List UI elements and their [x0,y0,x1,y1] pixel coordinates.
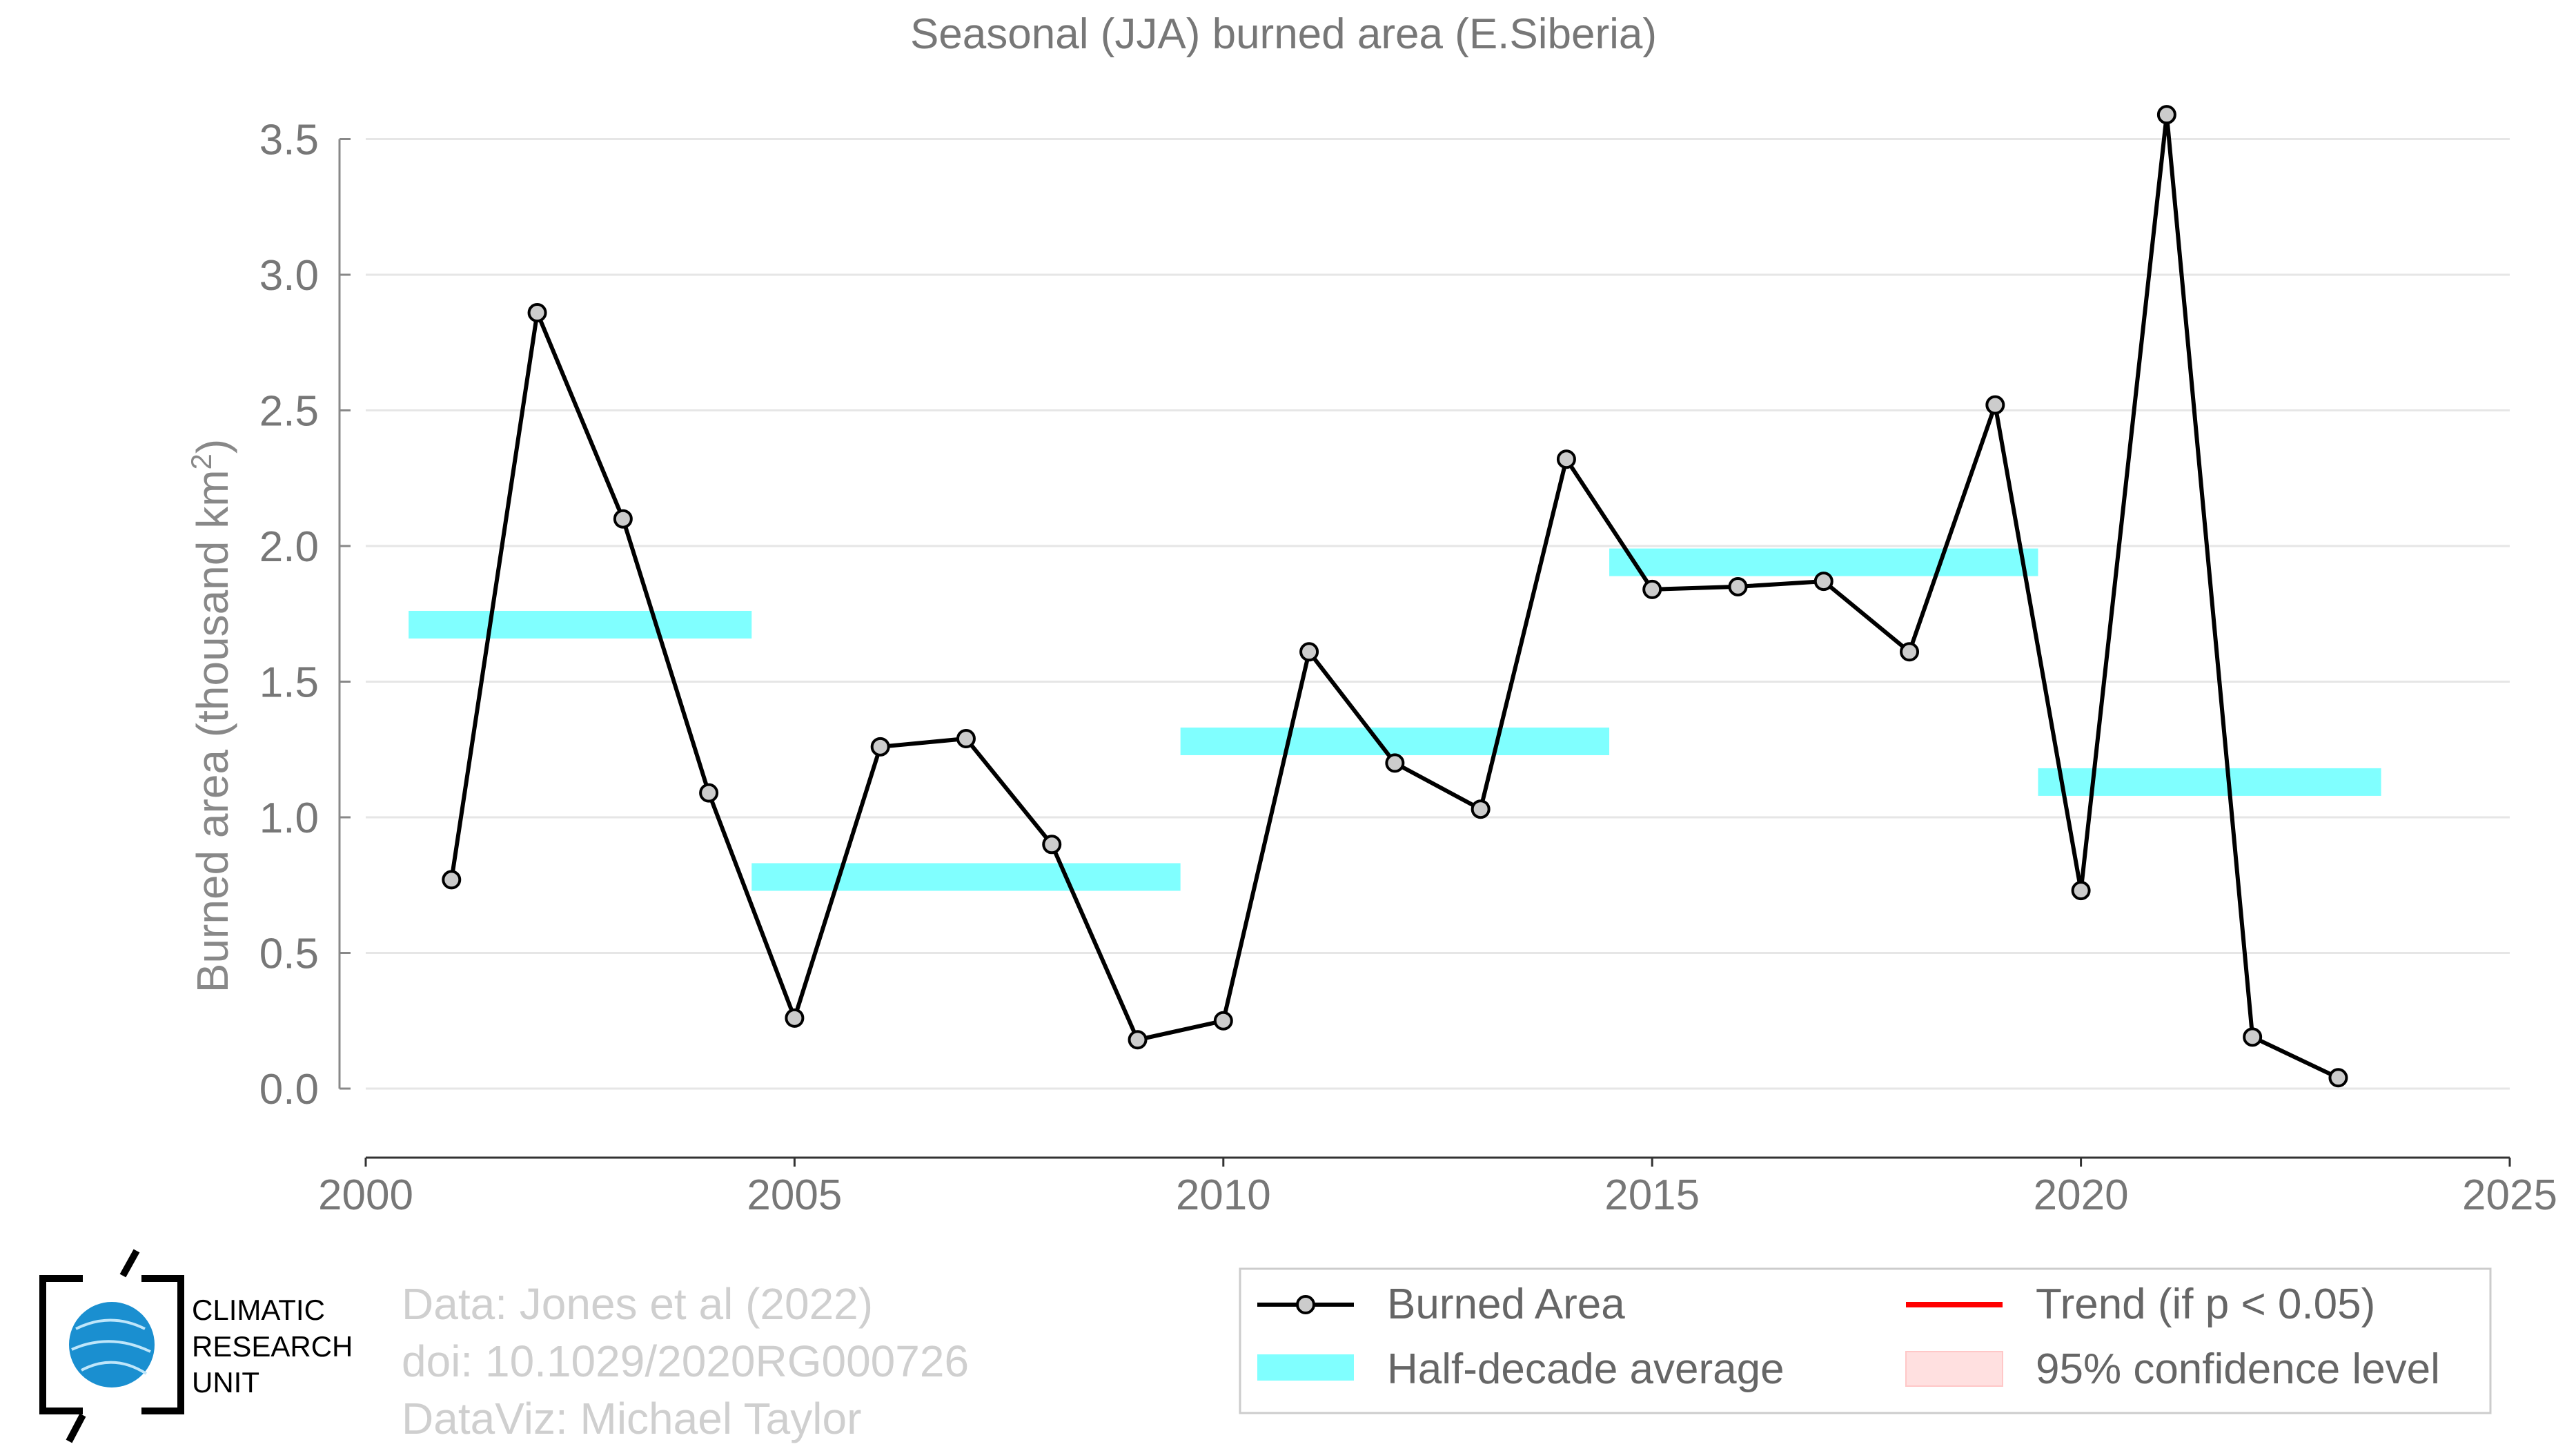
legend-label: 95% confidence level [2036,1345,2440,1393]
half-decade-band [409,610,752,639]
legend: Burned Area Trend (if p < 0.05) Half-dec… [1239,1267,2492,1414]
data-point [1128,1030,1148,1050]
globe-swirl [71,1318,151,1375]
half-decade-band [2038,768,2381,796]
credits: Data: Jones et al (2022) doi: 10.1029/20… [402,1276,969,1448]
data-point [2328,1068,2348,1088]
x-tick-label: 2005 [747,1171,842,1219]
data-point [1642,579,1662,599]
data-point [527,303,547,323]
data-point [1299,642,1319,662]
burned-area-series [442,105,2348,1088]
y-tick-label: 0.0 [259,1066,319,1113]
data-point [1813,572,1833,592]
cru-line-3: UNIT [192,1366,259,1399]
credit-doi: doi: 10.1029/2020RG000726 [402,1336,970,1387]
logo-frame-right-bracket [141,1275,184,1414]
y-tick-label: 3.0 [259,252,319,300]
legend-item-trend: Trend (if p < 0.05) [1906,1280,2375,1328]
data-point [1556,449,1576,469]
half-decade-band [1609,548,2038,576]
data-point [956,729,976,749]
legend-item-confidence: 95% confidence level [1905,1345,2440,1393]
data-point [870,737,890,757]
y-tick-label: 1.5 [259,659,319,707]
legend-band-swatch [1257,1354,1354,1381]
gridlines [366,138,2510,1090]
y-axis: 0.0 0.5 1.0 1.5 2.0 2.5 3.0 3.5 [259,117,351,1113]
data-point [1900,642,1920,662]
legend-item-burned-area: Burned Area [1257,1280,1625,1328]
logo-frame-slash-bottom [66,1413,86,1443]
burned-area-line [449,113,2339,1080]
cru-line-2: RESEARCH [192,1330,353,1363]
x-tick-label: 2015 [1604,1171,1700,1219]
cru-line-1: CLIMATIC [192,1294,325,1326]
x-tick-label: 2020 [2034,1171,2129,1219]
cru-logo-text: CLIMATIC RESEARCH UNIT [192,1292,353,1401]
logo-frame-slash-top [119,1249,140,1278]
y-axis-label: Burned area (thousand km2) [185,439,237,993]
legend-label: Trend (if p < 0.05) [2036,1280,2375,1328]
x-tick-label: 2025 [2462,1171,2557,1219]
data-point [785,1008,805,1028]
y-tick-label: 3.5 [259,117,319,164]
credit-data-source: Data: Jones et al (2022) [402,1279,874,1329]
data-point [699,783,719,803]
chart-title: Seasonal (JJA) burned area (E.Siberia) [910,10,1657,58]
y-tick-label: 2.0 [259,523,319,571]
x-axis: 2000 2005 2010 2015 2020 2025 [318,1156,2557,1219]
data-point [1728,576,1748,596]
legend-frame [1239,1267,2492,1414]
x-tick-label: 2010 [1176,1171,1271,1219]
half-decade-band [1180,727,1610,755]
credit-dataviz: DataViz: Michael Taylor [402,1394,862,1444]
data-point [613,509,633,529]
data-point [442,870,462,890]
legend-marker-swatch [1296,1295,1315,1314]
data-point [2071,881,2091,901]
legend-label: Burned Area [1387,1280,1625,1328]
y-tick-label: 1.0 [259,795,319,842]
cru-logo [39,1249,184,1443]
logo-frame-left-bracket [39,1275,83,1414]
data-point [1471,799,1491,819]
data-point [1042,835,1062,855]
y-tick-label: 0.5 [259,931,319,978]
data-point [1385,753,1405,773]
data-point [1985,395,2005,415]
y-tick-label: 2.5 [259,388,319,436]
data-point [2243,1027,2263,1047]
x-tick-label: 2000 [318,1171,413,1219]
legend-confidence-swatch [1905,1351,2003,1387]
half-decade-average-bands [409,548,2381,891]
data-point [1213,1011,1233,1031]
legend-label: Half-decade average [1387,1345,1784,1393]
legend-item-half-decade: Half-decade average [1257,1345,1784,1393]
data-point [2156,105,2176,125]
half-decade-band [751,863,1181,891]
